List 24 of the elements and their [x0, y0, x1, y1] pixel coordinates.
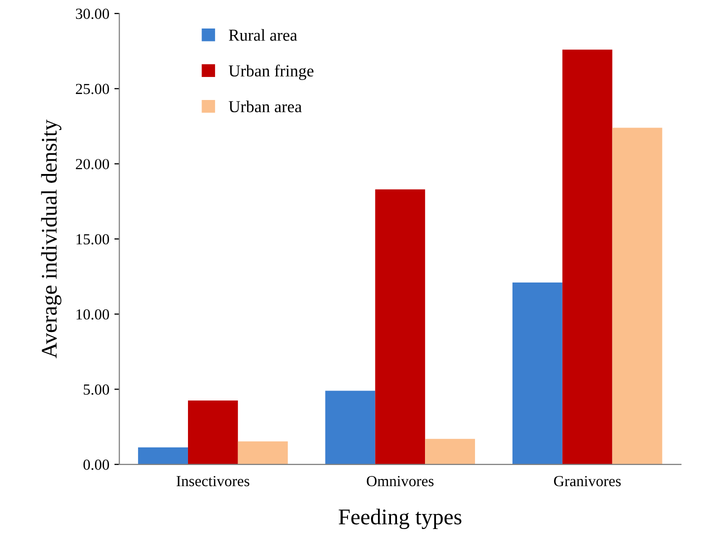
y-tick-label: 30.00	[76, 8, 110, 20]
y-tick-label: 15.00	[76, 234, 110, 244]
x-axis-title: Feeding types	[338, 508, 462, 530]
bar	[612, 128, 662, 464]
x-tick-label: Insectivores	[176, 476, 250, 486]
y-tick-label: 25.00	[76, 84, 110, 94]
legend-label: Urban fringe	[228, 64, 314, 80]
y-tick-label: 0.00	[83, 460, 110, 470]
bar	[425, 438, 476, 464]
y-tick-label: 10.00	[76, 309, 110, 320]
x-tick-label: Omnivores	[366, 476, 434, 486]
legend-label: Rural area	[228, 29, 298, 41]
bar	[375, 189, 426, 464]
legend-label: Urban area	[228, 100, 302, 112]
bar	[138, 447, 188, 464]
bar	[512, 282, 562, 464]
y-axis-title: Average individual density	[41, 120, 62, 358]
bar	[325, 390, 376, 464]
y-tick-label: 5.00	[84, 384, 110, 395]
y-tick-label: 20.00	[76, 158, 110, 170]
bar	[238, 441, 288, 464]
bar	[188, 400, 238, 464]
x-tick-label: Granivores	[554, 476, 621, 486]
bar	[562, 50, 612, 464]
